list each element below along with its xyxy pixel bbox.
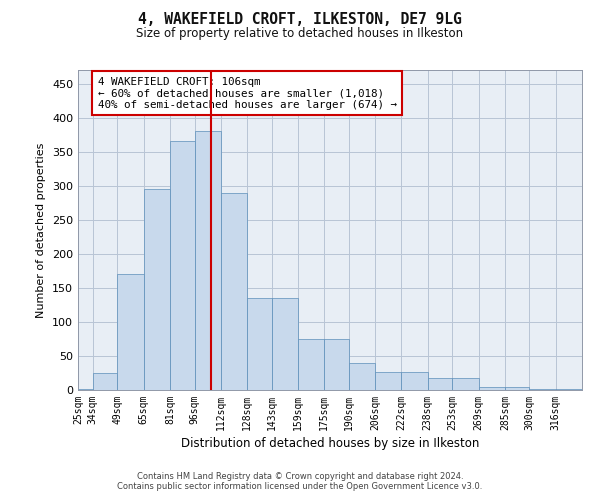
Bar (324, 339, 349, 390)
Bar (247, 298, 272, 390)
Bar (78, 388, 93, 390)
Bar (118, 274, 143, 390)
Bar (194, 132, 221, 390)
Bar (170, 142, 194, 390)
Bar (93, 373, 118, 390)
Text: Contains HM Land Registry data © Crown copyright and database right 2024.: Contains HM Land Registry data © Crown c… (137, 472, 463, 481)
Bar (479, 386, 505, 390)
Text: Contains public sector information licensed under the Open Government Licence v3: Contains public sector information licen… (118, 482, 482, 491)
Bar (529, 388, 556, 390)
Text: Size of property relative to detached houses in Ilkeston: Size of property relative to detached ho… (136, 28, 464, 40)
X-axis label: Distribution of detached houses by size in Ilkeston: Distribution of detached houses by size … (181, 437, 479, 450)
Y-axis label: Number of detached properties: Number of detached properties (37, 142, 46, 318)
Bar (298, 339, 324, 390)
Bar (221, 192, 247, 390)
Bar (556, 388, 582, 390)
Bar (272, 298, 298, 390)
Bar (143, 189, 170, 390)
Bar (505, 386, 529, 390)
Bar (452, 378, 479, 390)
Bar (428, 378, 452, 390)
Bar (375, 372, 401, 390)
Bar (349, 363, 375, 390)
Bar (401, 372, 428, 390)
Text: 4, WAKEFIELD CROFT, ILKESTON, DE7 9LG: 4, WAKEFIELD CROFT, ILKESTON, DE7 9LG (138, 12, 462, 28)
Text: 4 WAKEFIELD CROFT: 106sqm
← 60% of detached houses are smaller (1,018)
40% of se: 4 WAKEFIELD CROFT: 106sqm ← 60% of detac… (98, 77, 397, 110)
